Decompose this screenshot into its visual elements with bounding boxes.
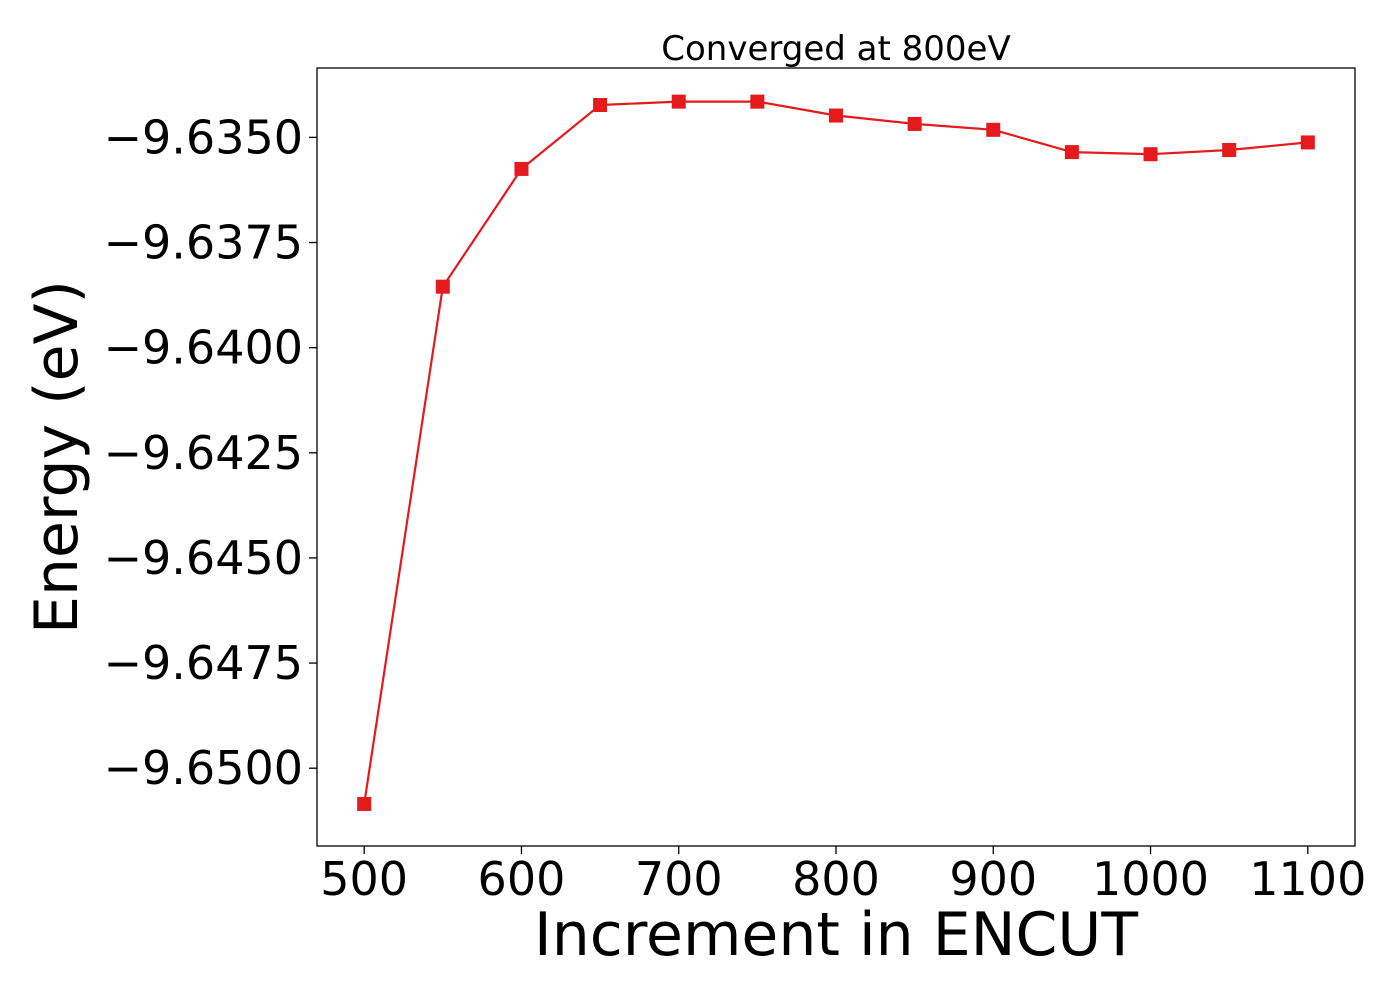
data-point bbox=[1300, 135, 1315, 150]
data-point bbox=[671, 94, 686, 109]
y-axis-label: Energy (eV) bbox=[22, 280, 92, 634]
x-tick-label: 900 bbox=[949, 852, 1037, 906]
data-point bbox=[1143, 147, 1158, 162]
data-point bbox=[1064, 145, 1079, 160]
chart-title: Converged at 800eV bbox=[661, 29, 1010, 69]
data-point bbox=[750, 94, 765, 109]
data-point bbox=[357, 796, 372, 811]
data-point bbox=[435, 279, 450, 294]
data-point bbox=[907, 116, 922, 131]
data-point bbox=[829, 108, 843, 123]
series-line bbox=[363, 100, 1308, 805]
plot-frame bbox=[316, 67, 1356, 847]
y-tick-label: −9.6425 bbox=[104, 426, 304, 480]
x-tick-label: 600 bbox=[478, 852, 566, 906]
data-point bbox=[514, 161, 529, 176]
data-point bbox=[986, 122, 1001, 137]
data-point bbox=[1222, 143, 1237, 158]
y-tick-label: −9.6400 bbox=[104, 321, 304, 375]
y-tick-label: −9.6475 bbox=[104, 636, 304, 690]
x-axis-label: Increment in ENCUT bbox=[534, 900, 1138, 970]
x-tick-label: 800 bbox=[792, 852, 880, 906]
x-tick-label: 1000 bbox=[1092, 852, 1209, 906]
y-axis: −9.6350 −9.6375 −9.6400 −9.6425 −9.6450 −9.64… bbox=[104, 110, 317, 795]
x-tick-label: 700 bbox=[635, 852, 723, 906]
y-tick-label: −9.6500 bbox=[104, 741, 304, 795]
data-point bbox=[593, 98, 608, 113]
x-axis: 500 600 700 800 900 1000 1100 bbox=[320, 846, 1366, 906]
x-tick-label: 1100 bbox=[1249, 852, 1366, 906]
y-tick-label: −9.6350 bbox=[104, 110, 304, 164]
plot-marks bbox=[357, 94, 1315, 811]
y-tick-label: −9.6450 bbox=[104, 531, 304, 585]
y-tick-label: −9.6375 bbox=[104, 216, 304, 270]
x-tick-label: 500 bbox=[320, 852, 408, 906]
